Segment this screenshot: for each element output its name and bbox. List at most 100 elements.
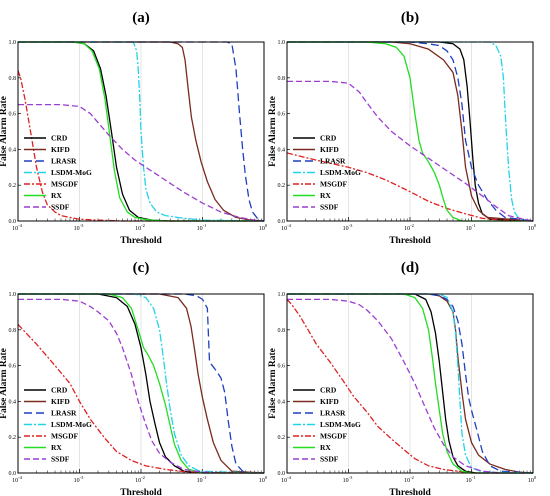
legend-entry: LSDM-MoG xyxy=(51,420,92,429)
legend-entry: RX xyxy=(51,191,62,200)
x-tick-label: 10-2 xyxy=(404,475,414,484)
legend-entry: RX xyxy=(51,443,62,452)
y-tick-label: 0.8 xyxy=(278,328,286,334)
y-axis-label: False Alarm Rate xyxy=(268,96,278,167)
series-line-msgdf xyxy=(18,70,264,222)
legend-entry: MSGDF xyxy=(51,432,79,441)
x-tick-label: 10-3 xyxy=(74,475,84,484)
plot-frame xyxy=(17,41,265,222)
legend-entry: RX xyxy=(320,191,331,200)
y-axis-label: False Alarm Rate xyxy=(0,96,9,167)
legend-entry: LRASR xyxy=(320,157,346,166)
y-tick-label: 0.0 xyxy=(9,471,17,477)
legend-entry: CRD xyxy=(320,386,337,395)
y-tick-label: 0.8 xyxy=(9,328,17,334)
y-tick-label: 0.4 xyxy=(278,147,286,153)
legend: CRD KIFD LRASR LSDM-MoG MSGDF RX SSDF xyxy=(24,386,92,464)
panel-label: (c) xyxy=(133,260,150,276)
x-tick-label: 10-1 xyxy=(466,223,476,232)
y-axis-label: False Alarm Rate xyxy=(268,348,278,419)
x-tick-label: 100 xyxy=(528,223,537,232)
series-line-msgdf xyxy=(287,152,533,222)
series-line-kifd xyxy=(18,293,264,474)
y-tick-label: 0.0 xyxy=(278,219,286,225)
series-line-kifd xyxy=(287,293,533,474)
x-tick-label: 10-2 xyxy=(404,223,414,232)
x-tick-label: 10-4 xyxy=(281,475,291,484)
legend: CRD KIFD LRASR LSDM-MoG MSGDF RX SSDF xyxy=(293,134,361,212)
y-tick-label: 0.2 xyxy=(278,183,286,189)
legend-entry: LSDM-MoG xyxy=(51,168,92,177)
y-tick-label: 0.8 xyxy=(9,76,17,82)
series-line-lrasr xyxy=(18,41,264,222)
y-tick-label: 0.2 xyxy=(9,183,17,189)
x-tick-label: 100 xyxy=(259,223,268,232)
panel-label: (d) xyxy=(401,260,419,276)
legend-entry: LRASR xyxy=(51,409,77,418)
y-tick-label: 0.4 xyxy=(9,399,17,405)
series-line-lrasr xyxy=(18,293,264,474)
series-line-ssdf xyxy=(287,298,533,474)
y-tick-label: 0.2 xyxy=(9,435,17,441)
y-tick-label: 1.0 xyxy=(278,292,286,298)
series-line-rx xyxy=(18,41,264,222)
legend: CRD KIFD LRASR LSDM-MoG MSGDF RX SSDF xyxy=(24,134,92,212)
x-tick-label: 100 xyxy=(259,475,268,484)
legend-entry: KIFD xyxy=(320,145,339,154)
x-tick-label: 10-4 xyxy=(12,223,22,232)
legend-entry: CRD xyxy=(51,386,68,395)
series-line-kifd xyxy=(287,41,533,222)
y-tick-label: 0.4 xyxy=(278,399,286,405)
x-axis-label: Threshold xyxy=(120,488,162,496)
legend-entry: KIFD xyxy=(51,397,70,406)
legend-entry: CRD xyxy=(51,134,68,143)
x-tick-label: 10-1 xyxy=(197,475,207,484)
x-axis-label: Threshold xyxy=(120,236,162,246)
x-axis-label: Threshold xyxy=(389,488,431,496)
series-line-lsdm-mog xyxy=(287,41,533,222)
chart-panel: (a) 0.0 0.2 0.4 0.6 0.8 1.0 10-4 10-3 10-2 10-1 100… xyxy=(0,10,268,246)
y-tick-label: 0.0 xyxy=(278,471,286,477)
y-tick-label: 0.4 xyxy=(9,147,17,153)
x-tick-label: 10-2 xyxy=(135,475,145,484)
y-tick-label: 0.8 xyxy=(278,76,286,82)
series-line-crd xyxy=(18,293,264,474)
panel-label: (b) xyxy=(401,10,419,26)
legend-entry: SSDF xyxy=(51,203,70,212)
legend-entry: CRD xyxy=(320,134,337,143)
plot-frame xyxy=(286,41,534,222)
legend-entry: MSGDF xyxy=(51,180,79,189)
legend-entry: LSDM-MoG xyxy=(320,420,361,429)
y-tick-label: 0.6 xyxy=(9,112,17,118)
y-tick-label: 0.0 xyxy=(9,219,17,225)
legend-entry: MSGDF xyxy=(320,180,348,189)
x-tick-label: 10-4 xyxy=(281,223,291,232)
y-axis-label: False Alarm Rate xyxy=(0,348,9,419)
x-tick-label: 10-3 xyxy=(343,475,353,484)
series-line-rx xyxy=(287,293,533,474)
y-tick-label: 0.2 xyxy=(278,435,286,441)
series-line-lsdm-mog xyxy=(18,293,264,474)
x-axis-label: Threshold xyxy=(389,236,431,246)
series-line-kifd xyxy=(18,41,264,222)
legend: CRD KIFD LRASR LSDM-MoG MSGDF RX SSDF xyxy=(293,386,361,464)
legend-entry: SSDF xyxy=(51,455,70,464)
y-tick-label: 1.0 xyxy=(9,40,17,46)
legend-entry: KIFD xyxy=(51,145,70,154)
series-line-lsdm-mog xyxy=(287,293,533,474)
legend-entry: RX xyxy=(320,443,331,452)
plot-frame xyxy=(17,293,265,474)
chart-panel: (c) 0.0 0.2 0.4 0.6 0.8 1.0 10-4 10-3 10-2 10-1 100… xyxy=(0,260,268,496)
legend-entry: LRASR xyxy=(51,157,77,166)
x-tick-label: 10-1 xyxy=(197,223,207,232)
x-tick-label: 100 xyxy=(528,475,537,484)
series-line-ssdf xyxy=(287,80,533,222)
y-tick-label: 1.0 xyxy=(278,40,286,46)
legend-entry: MSGDF xyxy=(320,432,348,441)
legend-entry: LRASR xyxy=(320,409,346,418)
x-tick-label: 10-2 xyxy=(135,223,145,232)
y-tick-label: 0.6 xyxy=(9,364,17,370)
panel-label: (a) xyxy=(132,10,150,26)
x-tick-label: 10-3 xyxy=(343,223,353,232)
